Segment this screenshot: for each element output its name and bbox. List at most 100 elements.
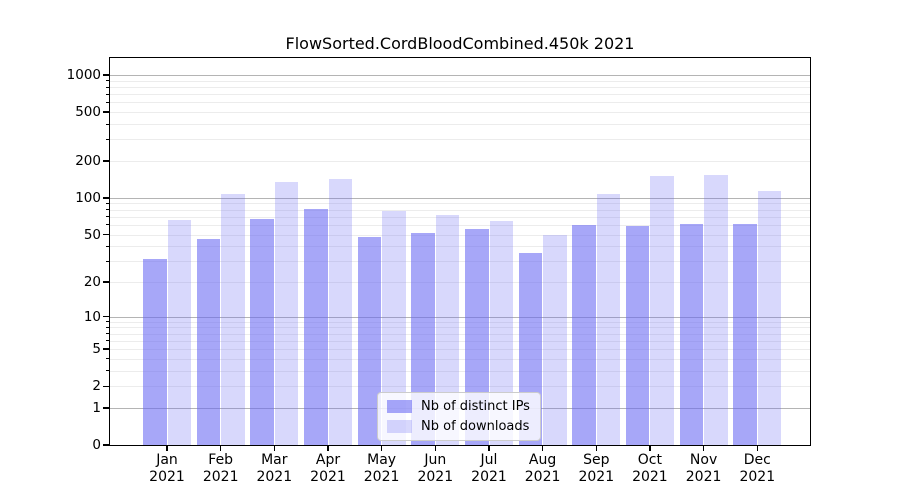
x-tick-label: Aug 2021 [524,452,561,485]
y-minor-tick-mark [106,385,110,387]
y-minor-tick-mark [106,370,110,372]
x-tick-mark [488,445,490,451]
legend-label-distinct-ips: Nb of distinct IPs [421,399,530,414]
y-tick-mark [103,315,110,318]
y-minor-tick-mark [106,138,110,140]
y-tick-label: 100 [75,189,101,206]
y-tick-label: 0 [92,437,101,453]
x-tick-label: Jan 2021 [149,452,185,485]
x-tick-mark [756,445,758,451]
x-tick-label: Jul 2021 [471,452,507,485]
gridline-minor [110,358,810,360]
bar-downloads-sep [596,193,621,445]
gridline-minor [110,112,810,114]
x-tick-mark [166,445,168,451]
y-tick-label: 1000 [66,67,101,83]
y-tick-mark [103,444,110,446]
gridline-minor [110,261,810,263]
x-tick-label: Apr 2021 [310,452,346,485]
gridline-minor [110,333,810,335]
bar-distinct-ips-dec [733,224,757,445]
gridline-major [110,316,810,318]
gridline-minor [110,246,810,248]
chart-title: FlowSorted.CordBloodCombined.450k 2021 [285,34,635,53]
bar-downloads-dec [757,190,782,445]
x-tick-mark [541,445,544,451]
gridline-minor [110,161,810,162]
y-minor-tick-mark [106,326,110,328]
y-tick-mark [103,197,110,199]
bar-distinct-ips-sep [572,224,596,445]
plot-area [103,57,811,451]
x-tick-label: May 2021 [363,452,400,485]
x-tick-label: Jun 2021 [417,452,454,485]
legend-swatch-distinct-ips [387,400,412,413]
gridline-minor [110,102,810,104]
bar-downloads-apr [328,178,352,445]
y-minor-tick-mark [106,340,110,342]
x-tick-label: Dec 2021 [739,452,776,485]
gridline-minor [110,386,810,388]
gridline-minor [110,234,810,236]
y-minor-tick-mark [106,101,110,103]
y-minor-tick-mark [106,80,110,82]
y-tick-label: 1 [92,399,101,416]
bar-downloads-oct [650,176,674,445]
x-tick-mark [702,445,705,451]
y-minor-tick-mark [106,160,110,162]
x-tick-label: Mar 2021 [256,452,293,485]
y-minor-tick-mark [106,224,110,226]
gridline-minor [110,87,810,88]
x-tick-label: Oct 2021 [632,452,668,485]
gridline-minor [110,340,810,342]
y-minor-tick-mark [106,202,110,204]
legend-item-distinct-ips: Nb of distinct IPs [387,399,530,414]
y-tick-label: 10 [83,308,101,325]
bar-downloads-may [382,211,406,445]
y-minor-tick-mark [106,93,110,95]
gridline-minor [110,203,810,205]
gridline-minor [110,370,810,372]
y-minor-tick-mark [106,260,110,262]
y-minor-tick-mark [106,86,110,88]
bar-distinct-ips-may [357,236,382,445]
y-minor-tick-mark [106,321,110,323]
bar-downloads-feb [221,193,245,445]
x-tick-label: Sep 2021 [578,452,615,485]
gridline-minor [110,124,810,125]
y-minor-tick-mark [106,216,110,218]
bar-distinct-ips-jan [143,259,167,445]
y-tick-label: 50 [83,226,101,243]
y-minor-tick-mark [106,333,110,335]
y-tick-mark [103,74,110,76]
y-tick-label: 20 [83,274,101,290]
y-minor-tick-mark [106,111,110,113]
bar-distinct-ips-feb [196,238,221,445]
bar-distinct-ips-oct [625,225,650,445]
y-tick-label: 5 [92,341,101,358]
gridline-minor [110,327,810,329]
bar-distinct-ips-mar [250,219,274,445]
bar-downloads-nov [704,174,728,445]
x-tick-mark [434,445,436,451]
x-tick-mark [649,445,651,451]
x-tick-mark [380,445,383,451]
x-tick-mark [220,445,222,451]
gridline-minor [110,80,810,82]
y-tick-label: 200 [75,153,101,169]
gridline-minor [110,94,810,96]
gridline-minor [110,209,810,211]
y-minor-tick-mark [106,281,110,283]
y-minor-tick-mark [106,209,110,211]
y-tick-label: 2 [92,378,101,395]
x-tick-label: Feb 2021 [202,452,239,485]
bar-distinct-ips-nov [679,224,704,445]
gridline-minor [110,349,810,351]
bar-distinct-ips-jul [465,229,489,445]
legend-label-downloads: Nb of downloads [421,419,530,434]
y-minor-tick-mark [106,234,110,235]
gridline-major [110,75,810,76]
y-minor-tick-mark [106,123,110,125]
legend-item-downloads: Nb of downloads [387,419,530,434]
